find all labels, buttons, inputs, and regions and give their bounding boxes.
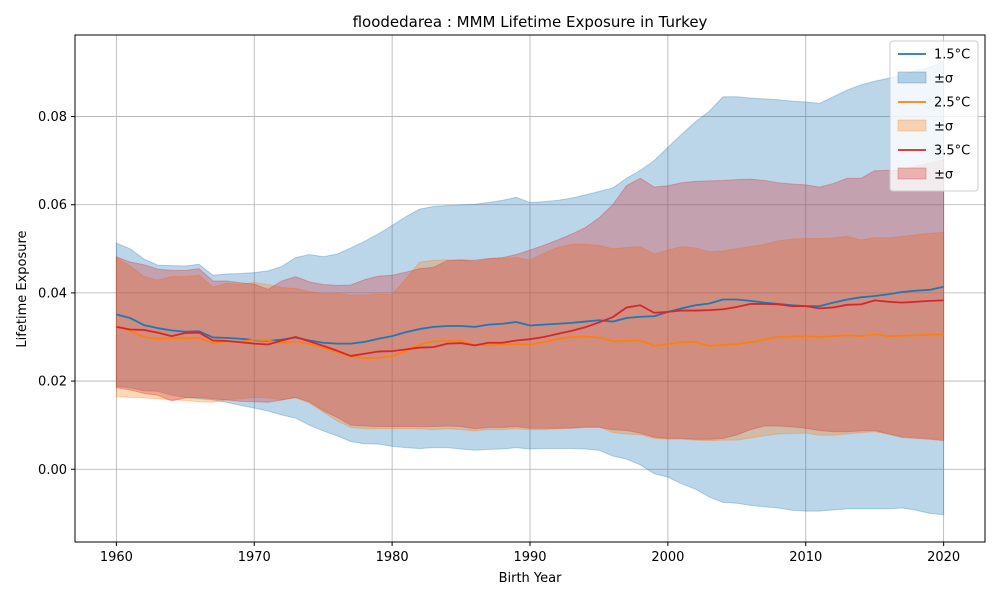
y-axis-label: Lifetime Exposure (15, 230, 30, 347)
line-layer (116, 285, 944, 360)
line-series-2 (116, 325, 944, 360)
band-series-1 (115, 60, 945, 516)
x-tick-label: 2010 (789, 550, 822, 565)
legend-label: ±σ (934, 168, 953, 183)
x-axis: 1960 1970 1980 1990 2000 2010 2020 (100, 542, 960, 565)
x-tick-label: 1960 (100, 550, 133, 565)
legend-label: ±σ (934, 120, 953, 135)
chart-title: floodedarea : MMM Lifetime Exposure in T… (353, 13, 708, 31)
x-tick-label: 2020 (927, 550, 960, 565)
y-tick-label: 0.02 (38, 375, 67, 390)
band-series-2 (115, 231, 945, 442)
legend-box (889, 40, 979, 192)
x-tick-label: 1970 (238, 550, 271, 565)
legend-label: 3.5°C (934, 144, 970, 159)
legend-label: 1.5°C (934, 48, 970, 63)
x-tick-label: 2000 (651, 550, 684, 565)
legend-band-swatch (897, 119, 927, 132)
legend: 1.5°C ±σ 2.5°C ±σ 3.5°C ±σ (889, 40, 979, 192)
x-axis-label: Birth Year (499, 571, 563, 586)
legend-label: ±σ (934, 72, 953, 87)
y-axis: 0.00 0.02 0.04 0.06 0.08 (38, 110, 75, 478)
y-tick-label: 0.08 (38, 110, 67, 125)
y-tick-label: 0.06 (38, 198, 67, 213)
legend-band-swatch (897, 71, 927, 84)
band-layer (115, 60, 945, 516)
legend-band-swatch (897, 167, 927, 180)
band-series-3 (115, 159, 945, 442)
x-tick-label: 1980 (376, 550, 409, 565)
x-tick-label: 1990 (513, 550, 546, 565)
y-tick-label: 0.00 (38, 463, 67, 478)
y-tick-label: 0.04 (38, 286, 67, 301)
legend-label: 2.5°C (934, 96, 970, 111)
grid (75, 35, 985, 542)
line-series-3 (116, 299, 944, 357)
